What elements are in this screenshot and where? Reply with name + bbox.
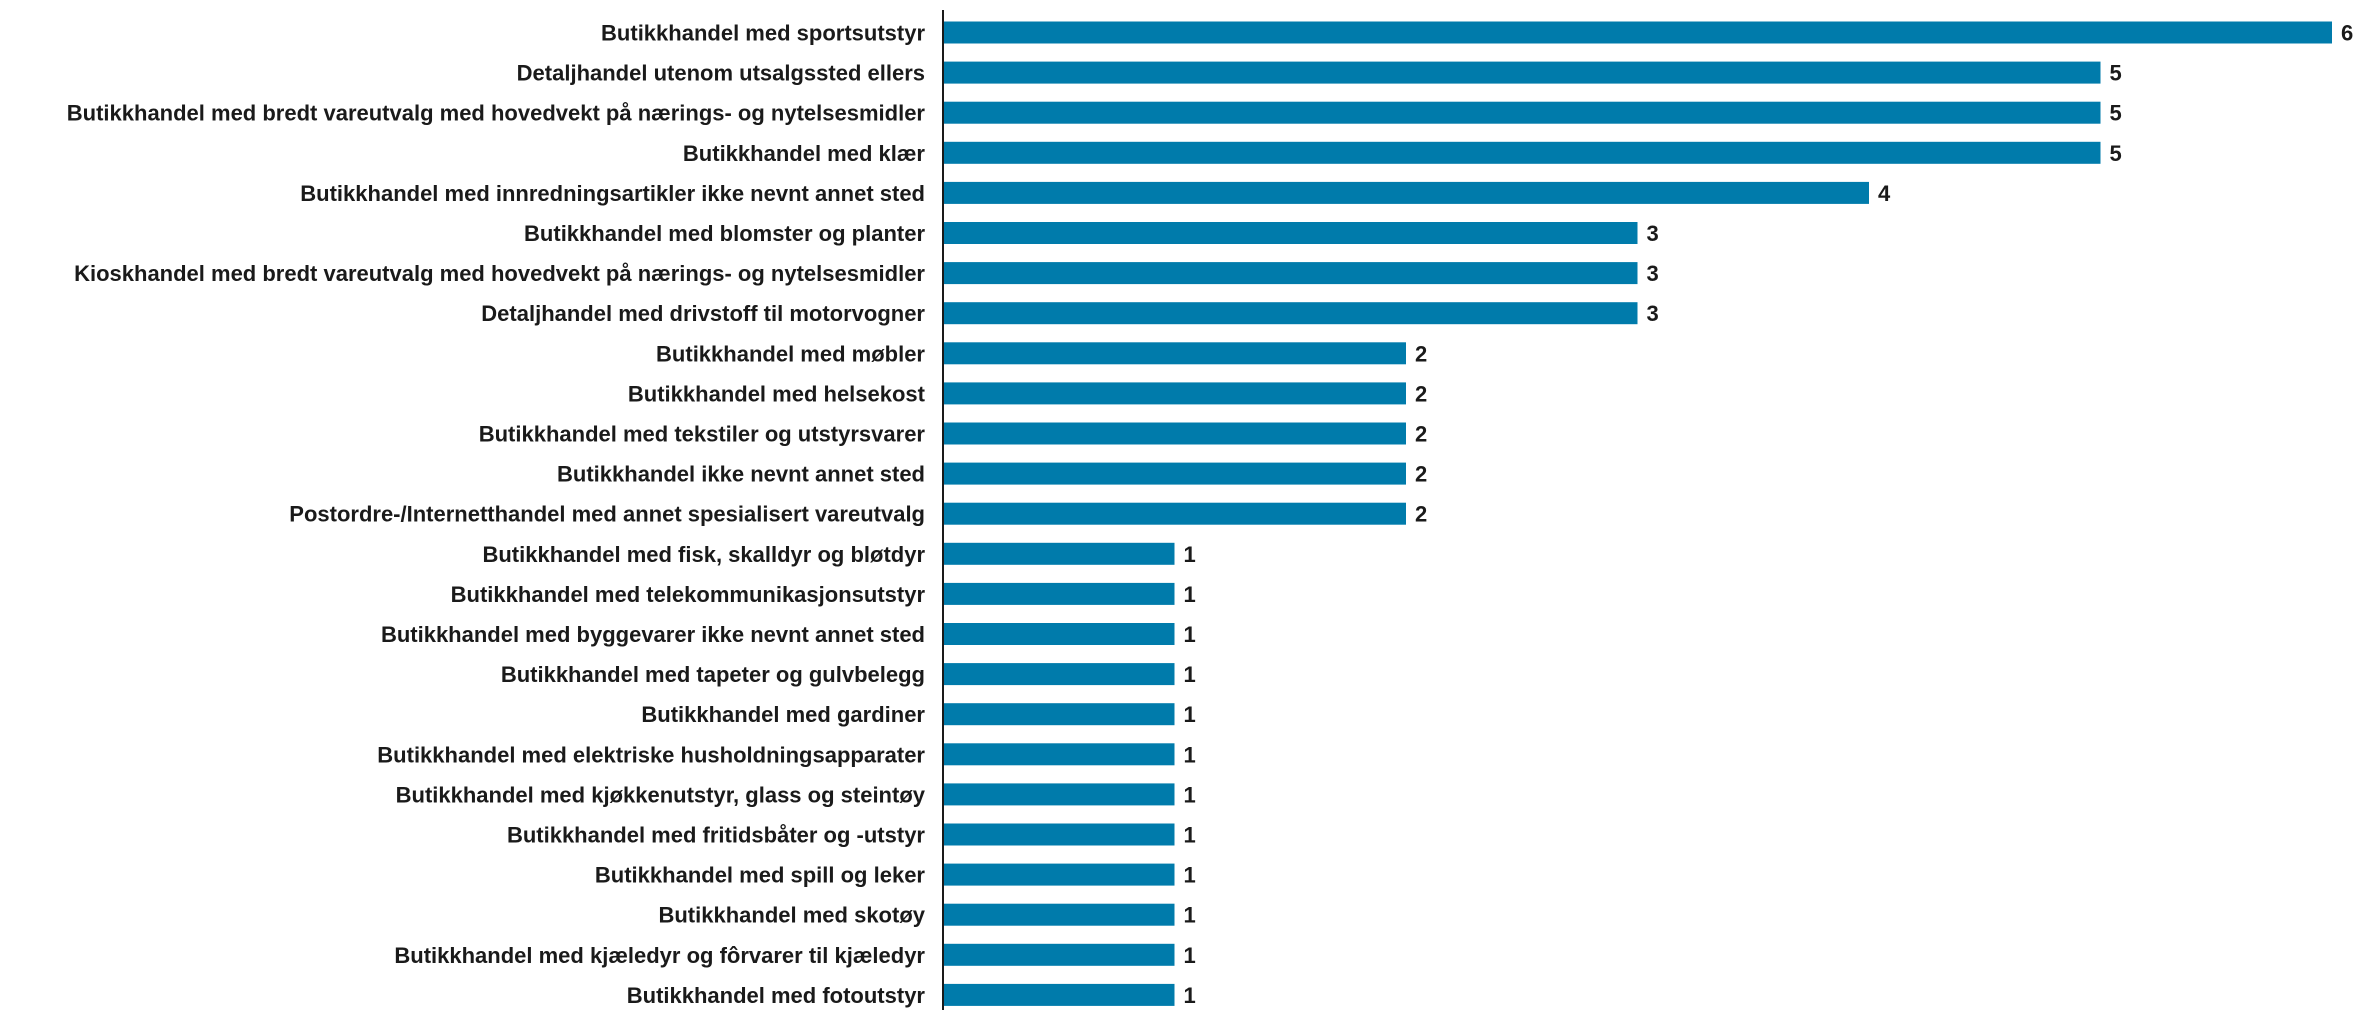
category-label: Butikkhandel med spill og leker — [595, 863, 926, 888]
bar — [943, 863, 1175, 886]
bar — [943, 382, 1406, 405]
category-label: Butikkhandel med fritidsbåter og -utstyr — [507, 823, 925, 848]
category-label: Butikkhandel med tekstiler og utstyrsvar… — [479, 422, 926, 447]
value-label: 2 — [1415, 381, 1427, 406]
bar — [943, 342, 1406, 365]
bar — [943, 623, 1175, 645]
bar — [943, 302, 1638, 325]
value-label: 1 — [1184, 702, 1196, 727]
value-label: 1 — [1184, 983, 1196, 1008]
bar — [943, 743, 1175, 766]
bar — [943, 422, 1406, 445]
value-label: 3 — [1647, 261, 1659, 286]
value-label: 1 — [1184, 582, 1196, 607]
bar — [943, 502, 1406, 525]
bar — [943, 101, 2101, 124]
value-labels-group: 6 5 5 5 4 3 3 3 2 2 2 2 2 1 1 1 1 1 1 1 1 1 1 1 1 — [1184, 21, 2354, 1008]
value-label: 1 — [1184, 863, 1196, 888]
value-label: 3 — [1647, 221, 1659, 246]
bar — [943, 823, 1175, 846]
value-label: 1 — [1184, 662, 1196, 687]
value-label: 5 — [2110, 141, 2122, 166]
bar — [943, 181, 1869, 204]
value-label: 2 — [1415, 422, 1427, 447]
category-labels-group: Butikkhandel med sportsutstyr Detaljhande… — [67, 21, 926, 1008]
bar — [943, 61, 2101, 84]
value-label: 2 — [1415, 502, 1427, 527]
value-label: 1 — [1184, 742, 1196, 767]
category-label: Butikkhandel med klær — [683, 141, 926, 166]
value-label: 6 — [2341, 21, 2353, 46]
category-label: Detaljhandel utenom utsalgssted ellers — [517, 61, 925, 86]
category-label: Butikkhandel med kjøkkenutstyr, glass og… — [396, 782, 926, 807]
value-label: 1 — [1184, 903, 1196, 928]
value-label: 4 — [1878, 181, 1891, 206]
category-label: Butikkhandel med møbler — [656, 341, 925, 366]
bar — [943, 783, 1175, 806]
category-label: Postordre-/Internetthandel med annet spe… — [289, 502, 925, 527]
category-label: Butikkhandel med fotoutstyr — [627, 983, 926, 1008]
bar — [943, 222, 1638, 244]
category-label: Butikkhandel med fisk, skalldyr og bløtd… — [482, 542, 925, 567]
category-label: Butikkhandel med bredt vareutvalg med ho… — [67, 101, 926, 126]
value-label: 2 — [1415, 341, 1427, 366]
bar — [943, 983, 1175, 1006]
bar — [943, 21, 2332, 44]
category-label: Butikkhandel med byggevarer ikke nevnt a… — [381, 622, 925, 647]
value-label: 1 — [1184, 622, 1196, 647]
bar — [943, 582, 1175, 605]
value-label: 1 — [1184, 782, 1196, 807]
bar — [943, 262, 1638, 285]
category-label: Butikkhandel med tapeter og gulvbelegg — [501, 662, 925, 687]
category-label: Butikkhandel med blomster og planter — [524, 221, 925, 246]
category-label: Butikkhandel med skotøy — [658, 903, 925, 928]
category-label: Butikkhandel med innredningsartikler ikk… — [300, 181, 925, 206]
category-label: Butikkhandel med kjæledyr og fôrvarer ti… — [394, 943, 925, 968]
bar — [943, 943, 1175, 966]
category-label: Butikkhandel med helsekost — [628, 381, 926, 406]
category-label: Butikkhandel med elektriske husholdnings… — [377, 742, 925, 767]
value-label: 3 — [1647, 301, 1659, 326]
value-label: 5 — [2110, 101, 2122, 126]
bar — [943, 462, 1406, 485]
bar — [943, 903, 1175, 926]
category-label: Butikkhandel ikke nevnt annet sted — [557, 462, 925, 487]
bars-group — [943, 21, 2332, 1006]
category-label: Detaljhandel med drivstoff til motorvogn… — [481, 301, 925, 326]
bar — [943, 703, 1175, 726]
bar — [943, 542, 1175, 565]
category-label: Butikkhandel med sportsutstyr — [601, 21, 925, 46]
value-label: 2 — [1415, 462, 1427, 487]
category-label: Butikkhandel med telekommunikasjonsutsty… — [451, 582, 926, 607]
category-label: Butikkhandel med gardiner — [641, 702, 925, 727]
bar — [943, 663, 1175, 686]
value-label: 1 — [1184, 943, 1196, 968]
value-label: 1 — [1184, 823, 1196, 848]
value-label: 5 — [2110, 61, 2122, 86]
value-label: 1 — [1184, 542, 1196, 567]
category-label: Kioskhandel med bredt vareutvalg med hov… — [74, 261, 925, 286]
bar — [943, 141, 2101, 164]
